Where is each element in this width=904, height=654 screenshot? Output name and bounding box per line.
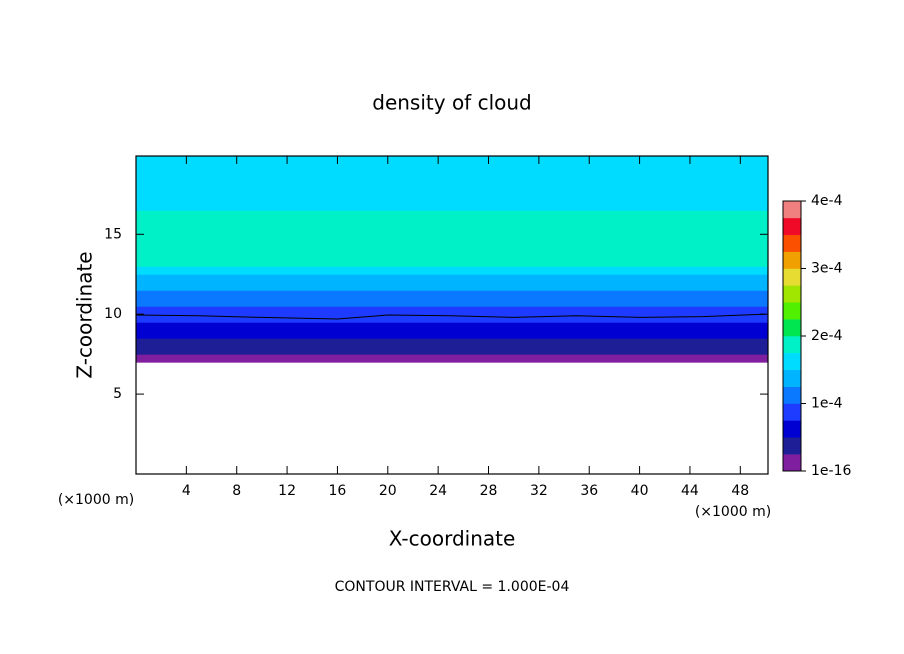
colorbar-tick-label: 3e-4 xyxy=(811,261,843,277)
contour-line xyxy=(135,313,766,320)
contour-band xyxy=(136,306,768,315)
contour-band xyxy=(136,234,768,251)
contour-band xyxy=(136,210,768,219)
contour-band xyxy=(136,282,768,291)
y-unit-label: (×1000 m) xyxy=(58,492,134,508)
y-tick-label: 10 xyxy=(104,306,122,322)
colorbar-swatch xyxy=(783,217,801,236)
colorbar-swatch xyxy=(783,268,801,286)
x-tick-label: 32 xyxy=(530,483,548,499)
contour-band xyxy=(136,298,768,307)
colorbar-swatch xyxy=(783,369,801,387)
x-tick-label: 24 xyxy=(429,483,447,499)
colorbar-tick-label: 1e-4 xyxy=(811,396,843,412)
x-axis-label: X-coordinate xyxy=(389,527,516,551)
x-tick-label: 12 xyxy=(278,483,296,499)
x-tick-label: 44 xyxy=(681,483,699,499)
contour-band xyxy=(136,274,768,283)
x-tick-label: 8 xyxy=(232,483,241,499)
contour-band xyxy=(136,218,768,235)
contour-band xyxy=(136,346,768,355)
colorbar-swatch xyxy=(783,437,801,455)
x-tick-label: 16 xyxy=(329,483,347,499)
colorbar-swatch xyxy=(783,420,801,438)
x-tick-label: 40 xyxy=(631,483,649,499)
contour-band xyxy=(136,170,768,187)
colorbar-tick-label: 4e-4 xyxy=(811,193,843,209)
contour-band xyxy=(136,330,768,339)
x-tick-label: 48 xyxy=(731,483,749,499)
x-tick-label: 4 xyxy=(182,483,191,499)
contour-band xyxy=(136,202,768,211)
colorbar-swatch xyxy=(783,352,801,371)
colorbar-tick-label: 2e-4 xyxy=(811,328,843,344)
contour-band xyxy=(136,354,768,363)
contour-band xyxy=(136,290,768,299)
y-tick-label: 15 xyxy=(104,226,122,242)
colorbar-swatch xyxy=(783,319,801,337)
colorbar-swatch xyxy=(783,201,801,219)
x-tick-label: 20 xyxy=(379,483,397,499)
chart-title: density of cloud xyxy=(372,91,531,115)
x-unit-label: (×1000 m) xyxy=(695,504,771,520)
colorbar-swatch xyxy=(783,386,801,404)
contour-band xyxy=(136,266,768,275)
contour-band xyxy=(136,314,768,323)
colorbar-swatch xyxy=(783,336,801,354)
contour-band xyxy=(136,338,768,347)
colorbar-tick-label: 1e-16 xyxy=(811,463,851,479)
x-tick-label: 28 xyxy=(480,483,498,499)
colorbar-swatch xyxy=(783,454,801,472)
colorbar-swatch xyxy=(783,302,801,320)
contour-band xyxy=(136,194,768,203)
contour-band xyxy=(136,156,768,171)
colorbar-swatch xyxy=(783,234,801,252)
colorbar-swatch xyxy=(783,403,801,421)
x-tick-label: 36 xyxy=(580,483,598,499)
contour-band xyxy=(136,322,768,331)
footer-note: CONTOUR INTERVAL = 1.000E-04 xyxy=(335,579,570,595)
colorbar-swatch xyxy=(783,251,801,269)
contour-band xyxy=(136,250,768,267)
contour-band xyxy=(136,186,768,195)
y-axis-label: Z-coordinate xyxy=(73,251,97,378)
y-tick-label: 5 xyxy=(113,386,122,402)
plot-frame xyxy=(135,155,769,475)
colorbar-swatch xyxy=(783,285,801,303)
